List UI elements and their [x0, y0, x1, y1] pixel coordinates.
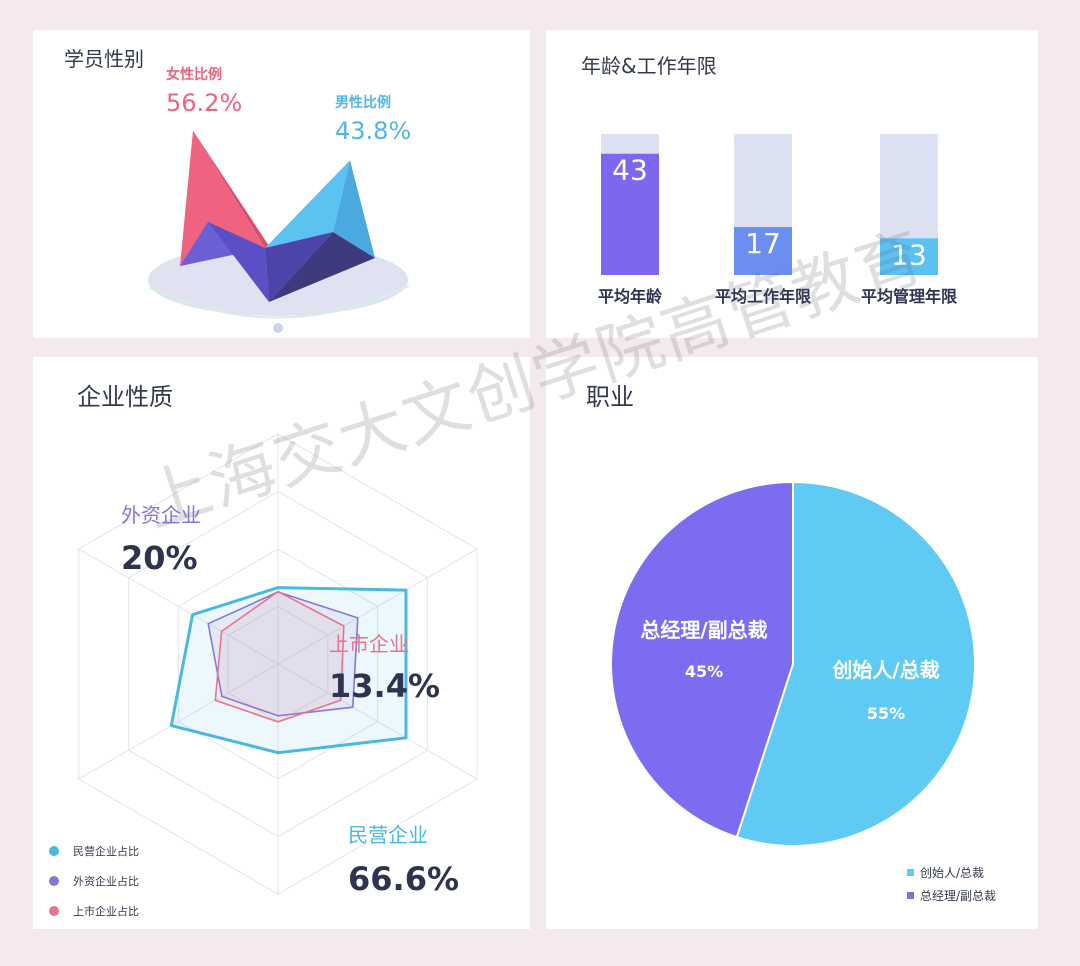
radar-axis: [78, 548, 279, 665]
foreign-company-value: 20%: [121, 539, 198, 577]
slice-label-founder: 创始人/总裁: [831, 658, 939, 682]
legend-label-gm: 总经理/副总裁: [920, 889, 996, 903]
legend-item-private: 民营企业占比: [49, 844, 139, 858]
gender-title: 学员性别: [64, 47, 144, 71]
male-base-shadow: [269, 232, 375, 302]
bar-fill: [601, 153, 659, 275]
private-company-label: 民营企业: [348, 823, 428, 847]
listed-company-label: 上市企业: [329, 632, 409, 656]
radar-axis: [277, 663, 478, 780]
bar-value-label: 13: [891, 238, 927, 271]
legend-label-private: 民营企业占比: [73, 844, 139, 858]
company-nature-panel: 企业性质 外资企业 20% 上市企业 13.4% 民营企业 66.6% 民营企业…: [33, 357, 530, 929]
male-face-side: [333, 160, 375, 258]
legend-swatch-founder: [907, 869, 914, 876]
foreign-company-label: 外资企业: [121, 503, 201, 527]
legend-swatch-gm: [907, 892, 914, 899]
age-panel: 年龄&工作年限 43 平均年龄 17 平均工作年限 13 平均管理年限: [546, 30, 1038, 338]
legend-item-founder: 创始人/总裁: [907, 866, 984, 880]
bar-fill: [880, 238, 938, 275]
bar-value-label: 43: [612, 154, 648, 187]
female-base-fold: [180, 222, 265, 266]
company-nature-title: 企业性质: [77, 383, 173, 411]
occupation-panel: 职业 创始人/总裁 55% 总经理/副总裁 45% 创始人/总裁 总经理/副总裁: [546, 357, 1038, 929]
pie-slice-1: [610, 480, 794, 839]
legend-label-foreign: 外资企业占比: [73, 874, 139, 888]
occupation-chart: 创始人/总裁 55% 总经理/副总裁 45% 创始人/总裁 总经理/副总裁: [610, 480, 996, 903]
legend-item-gm: 总经理/副总裁: [907, 889, 996, 903]
bar-group-1: 17 平均工作年限: [715, 134, 812, 306]
bar-group-0: 43 平均年龄: [598, 134, 663, 306]
legend-label-founder: 创始人/总裁: [920, 866, 984, 880]
legend-dot-foreign: [49, 876, 59, 886]
slice-value-founder: 55%: [867, 704, 905, 723]
slice-label-gm: 总经理/副总裁: [640, 618, 767, 642]
radar-axis: [277, 548, 478, 665]
legend-dot-listed: [49, 906, 59, 916]
pie-slice-0: [735, 480, 976, 847]
male-ratio-label: 男性比例: [335, 94, 391, 111]
radar-series-2: [214, 590, 345, 723]
center-base-fold: [208, 222, 269, 302]
male-base-fold: [265, 232, 333, 302]
male-face-front: [265, 160, 350, 248]
slice-value-gm: 45%: [685, 662, 723, 681]
radar-axis: [78, 663, 279, 780]
radar-series-1: [207, 591, 359, 717]
bar-group-2: 13 平均管理年限: [861, 134, 958, 306]
age-title: 年龄&工作年限: [581, 54, 717, 78]
bar-fill: [734, 227, 792, 275]
gender-chart: 女性比例 56.2% 男性比例 43.8%: [148, 66, 411, 333]
bar-value-label: 17: [745, 227, 781, 260]
female-face-side: [193, 130, 275, 255]
company-nature-chart: 外资企业 20% 上市企业 13.4% 民营企业 66.6% 民营企业占比 外资…: [49, 433, 478, 918]
female-face-front: [180, 130, 265, 266]
female-ratio-label: 女性比例: [166, 66, 222, 83]
bar-category-label: 平均年龄: [598, 287, 663, 306]
gender-panel: 学员性别 女性比例 56.2% 男性比例 43.8%: [33, 30, 530, 338]
legend-item-listed: 上市企业占比: [49, 904, 139, 918]
age-chart: 43 平均年龄 17 平均工作年限 13 平均管理年限: [598, 134, 958, 306]
occupation-title: 职业: [586, 383, 634, 411]
female-ratio-value: 56.2%: [166, 89, 242, 117]
legend-item-foreign: 外资企业占比: [49, 874, 139, 888]
listed-company-value: 13.4%: [329, 667, 440, 705]
radar-series-0: [169, 586, 408, 755]
male-ratio-value: 43.8%: [335, 117, 411, 145]
gender-chart-arc: [149, 285, 410, 319]
gender-chart-dot: [273, 323, 283, 333]
bar-category-label: 平均管理年限: [861, 287, 958, 306]
legend-dot-private: [49, 846, 59, 856]
legend-label-listed: 上市企业占比: [73, 904, 139, 918]
bar-category-label: 平均工作年限: [715, 287, 812, 306]
private-company-value: 66.6%: [348, 860, 459, 898]
